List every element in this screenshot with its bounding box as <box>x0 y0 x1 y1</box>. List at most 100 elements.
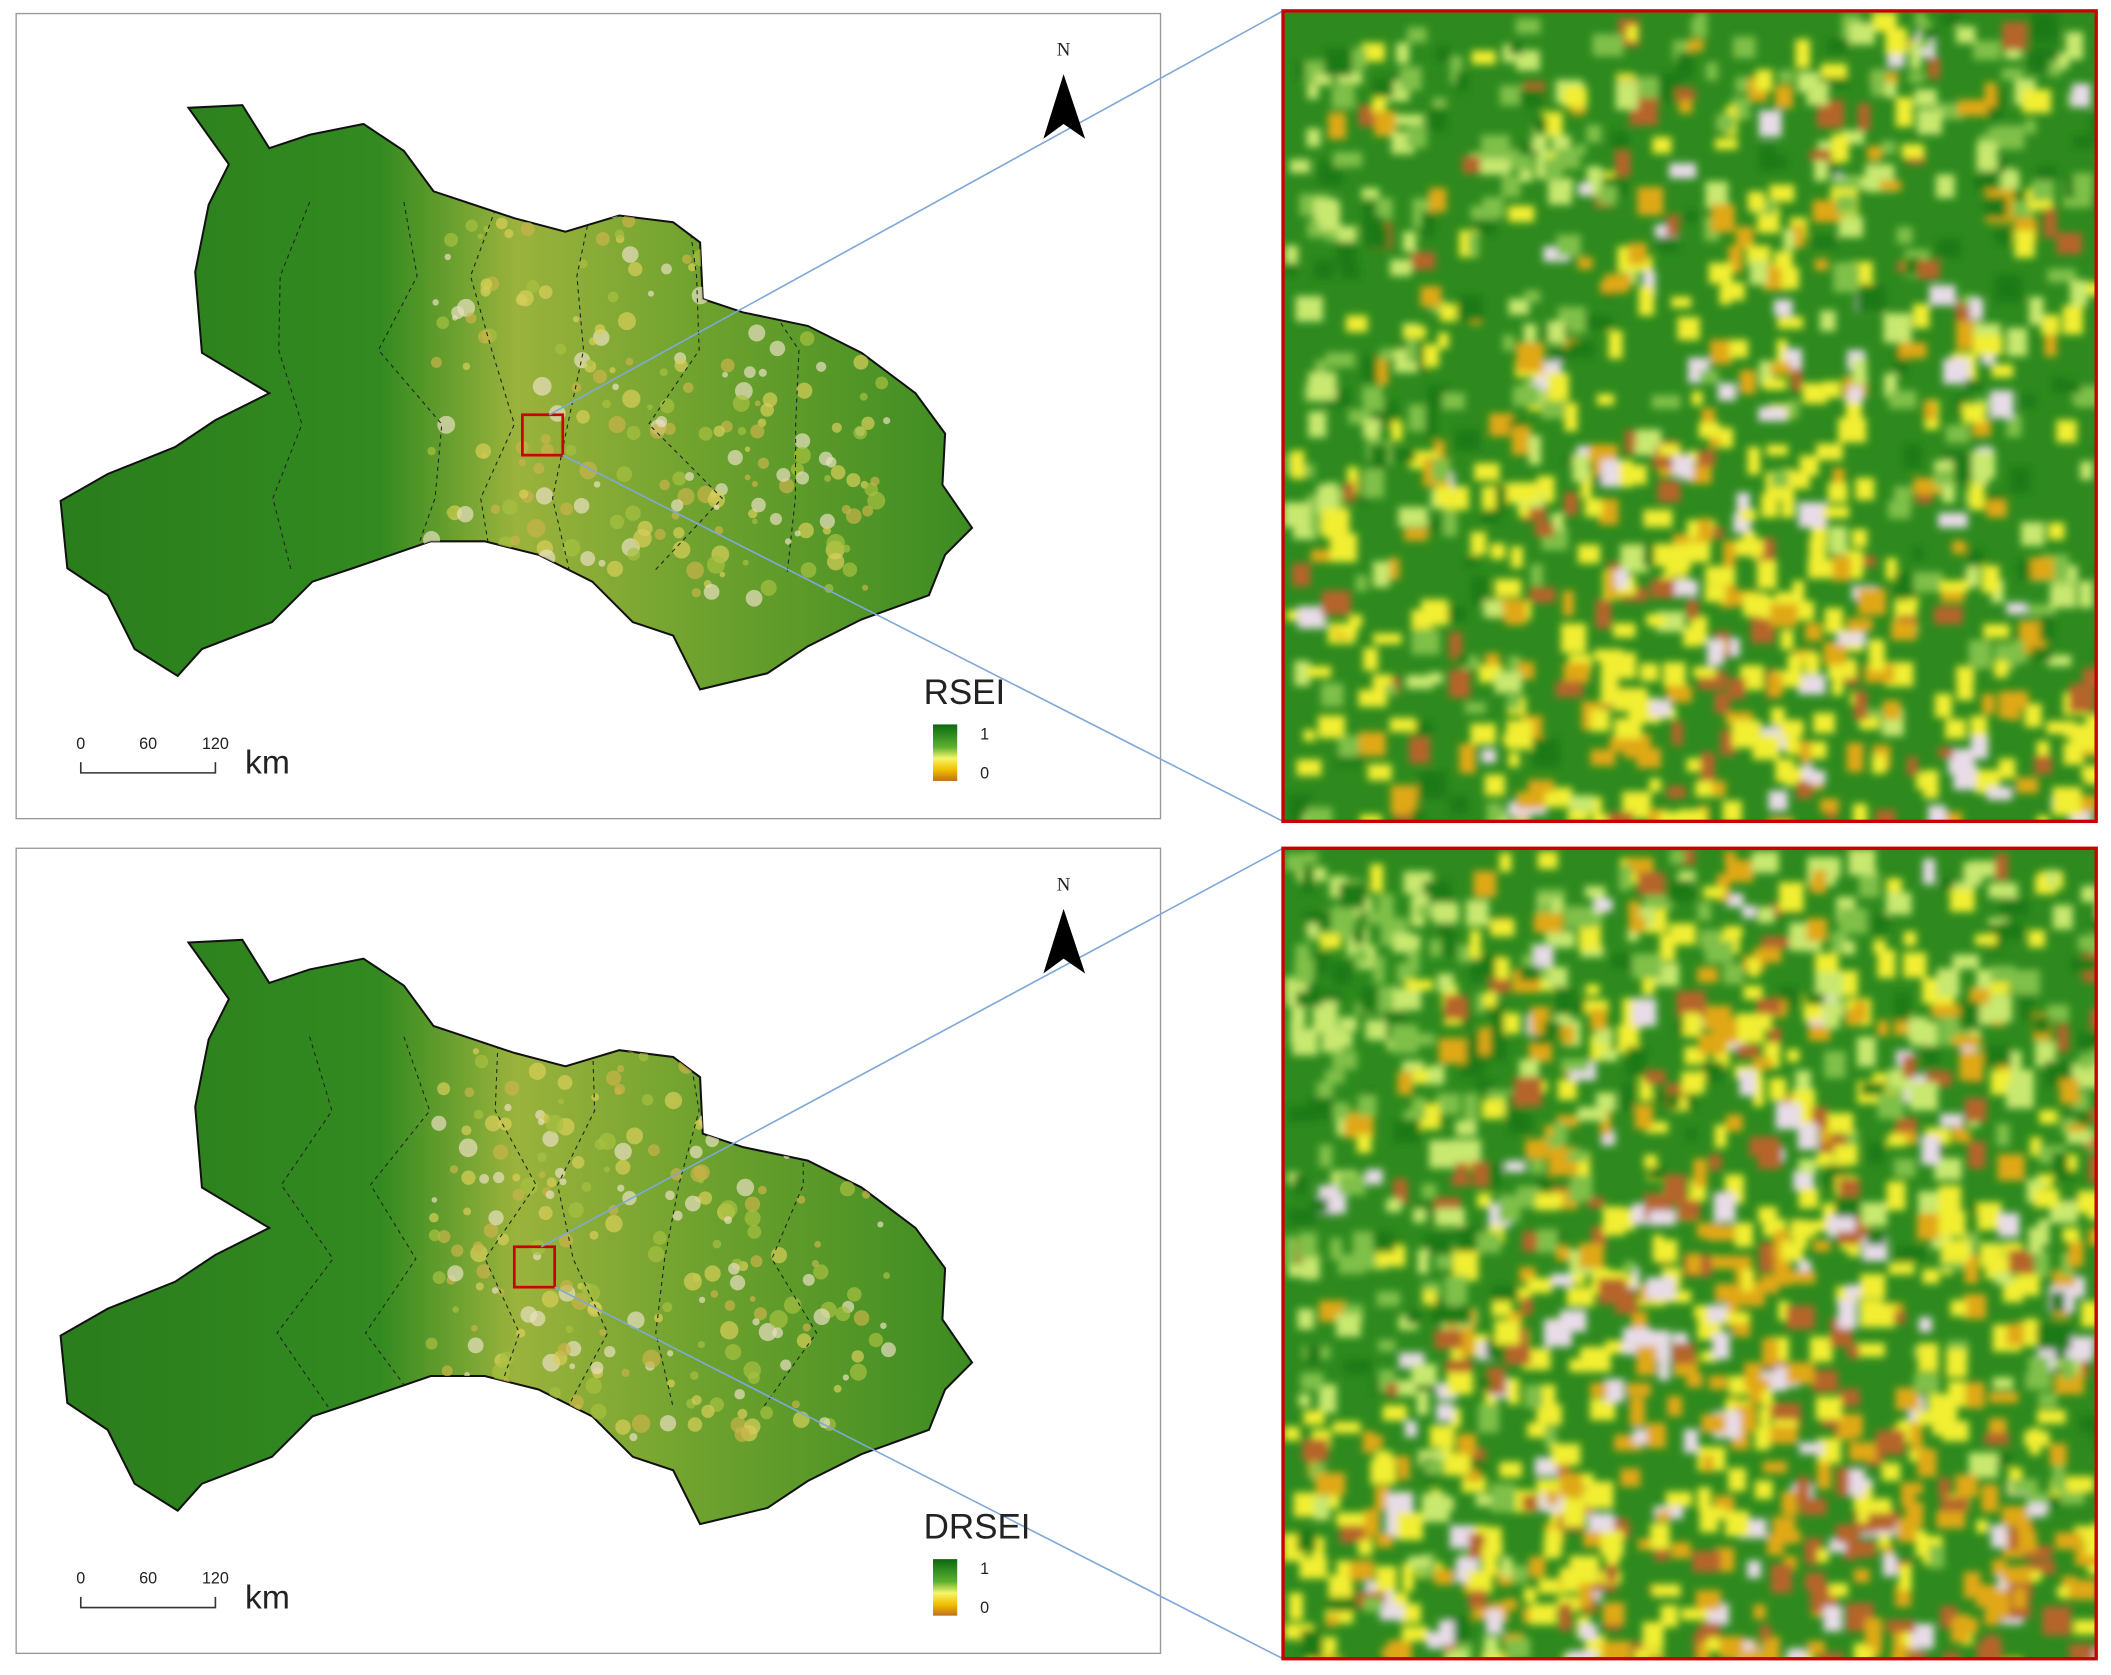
zoom-pixel <box>1491 1285 1519 1302</box>
zoom-pixel <box>1973 174 1997 190</box>
zoom-pixel <box>1936 968 1960 997</box>
zoom-pixel <box>1819 1116 1831 1144</box>
land-patch <box>665 1190 675 1201</box>
zoom-pixel <box>1885 558 1898 580</box>
land-patch <box>862 505 874 517</box>
zoom-pixel <box>1697 967 1718 983</box>
land-patch <box>776 468 791 482</box>
land-patch <box>616 466 633 483</box>
land-patch <box>540 443 554 457</box>
land-patch <box>758 368 767 377</box>
zoom-pixel <box>1636 1345 1657 1376</box>
zoom-pixel <box>1783 228 1795 251</box>
zoom-pixel <box>2065 31 2084 60</box>
zoom-pixel <box>1555 681 1584 698</box>
zoom-pixel <box>1686 1253 1701 1274</box>
zoom-pixel <box>1371 1021 1387 1041</box>
zoom-pixel <box>1711 203 1735 233</box>
zoom-pixel <box>2031 647 2053 661</box>
zoom-pixel <box>2077 1190 2097 1214</box>
zoom-pixel <box>1629 917 1646 933</box>
zoom-pixel <box>1820 63 1848 78</box>
zoom-pixel <box>1785 732 1800 755</box>
zoom-pixel <box>1480 1527 1502 1553</box>
zoom-pixel <box>1910 1422 1923 1451</box>
boundary <box>469 201 515 573</box>
zoom-pixel <box>1955 1130 1971 1143</box>
zoom-pixel <box>1417 905 1444 918</box>
land-patch <box>813 1308 831 1326</box>
zoom-pixel <box>1434 1329 1463 1350</box>
zoom-pixel <box>2031 180 2055 201</box>
zoom-pixel <box>1728 677 1746 699</box>
zoom-pixel <box>2033 1188 2060 1208</box>
land-patch <box>472 1241 484 1253</box>
zoom-pixel <box>1628 1267 1640 1289</box>
zoom-pixel <box>1337 623 1359 636</box>
land-patch <box>427 446 436 456</box>
zoom-pixel <box>2047 655 2072 667</box>
land-patch <box>467 1337 484 1354</box>
zoom-pixel <box>1530 564 1543 586</box>
zoom-pixel <box>1362 386 1383 406</box>
zoom-pixel <box>1786 1305 1815 1330</box>
land-patch <box>677 487 695 506</box>
zoom-pixel <box>1483 991 1496 1008</box>
zoom-pixel <box>1688 464 1712 484</box>
zoom-pixel <box>1877 1020 1889 1037</box>
zoom-pixel <box>2096 816 2097 822</box>
zoom-pixel <box>1753 947 1782 963</box>
zoom-pixel <box>1626 25 1638 41</box>
land-patch <box>799 331 815 346</box>
zoom-pixel <box>1847 1344 1860 1359</box>
zoom-pixel <box>1768 790 1788 811</box>
zoom-pixel <box>1940 580 1969 592</box>
land-patch <box>559 1178 567 1186</box>
zoom-pixel <box>1929 285 1956 306</box>
zoom-pixel <box>1295 296 1323 322</box>
zoom-pixel <box>1424 1233 1453 1255</box>
zoom-pixel <box>1886 1620 1916 1633</box>
zoom-pixel <box>2063 742 2084 765</box>
zoom-pixel <box>2088 1228 2097 1246</box>
zoom-pixel <box>1667 1093 1680 1110</box>
zoom-pixel <box>1318 715 1346 739</box>
land-patch <box>461 1170 476 1185</box>
zoom-pixel <box>2024 703 2042 728</box>
land-patch <box>752 1318 760 1326</box>
zoom-pixel <box>1422 1509 1450 1523</box>
land-patch <box>629 1433 638 1442</box>
land-patch <box>642 1349 661 1369</box>
zoom-pixel <box>1896 227 1913 244</box>
land-patch <box>627 1311 645 1329</box>
zoom-pixel <box>1332 1050 1358 1070</box>
scale-unit: km <box>245 1579 290 1616</box>
zoom-pixel <box>2006 414 2022 438</box>
zoom-pixel <box>1318 166 1333 185</box>
zoom-pixel <box>2029 297 2044 325</box>
zoom-pixel <box>1675 88 1696 101</box>
zoom-pixel <box>1605 1551 1618 1582</box>
land-patch <box>557 1075 573 1090</box>
zoom-pixel <box>1744 1362 1762 1390</box>
land-patch <box>724 1300 736 1311</box>
zoom-pixel <box>1631 1203 1648 1225</box>
land-patch <box>520 222 535 237</box>
zoom-pixel <box>2085 714 2097 731</box>
zoom-pixel <box>1420 286 1442 307</box>
land-patch <box>621 246 639 263</box>
zoom-pixel <box>2078 1053 2093 1069</box>
zoom-pixel <box>1875 809 1896 822</box>
zoom-pixel <box>1437 973 1454 992</box>
zoom-pixel <box>1836 632 1866 645</box>
zoom-pixel <box>1336 1314 1361 1337</box>
boundary <box>552 201 593 573</box>
land-patch <box>724 1343 742 1361</box>
zoom-pixel <box>1760 1625 1772 1641</box>
zoom-pixel <box>1781 1240 1804 1261</box>
zoom-pixel <box>1827 857 1841 878</box>
zoom-pixel <box>1497 1653 1512 1659</box>
zoom-pixel <box>1423 344 1439 368</box>
land-patch <box>603 1166 610 1173</box>
land-patch <box>796 1333 812 1348</box>
